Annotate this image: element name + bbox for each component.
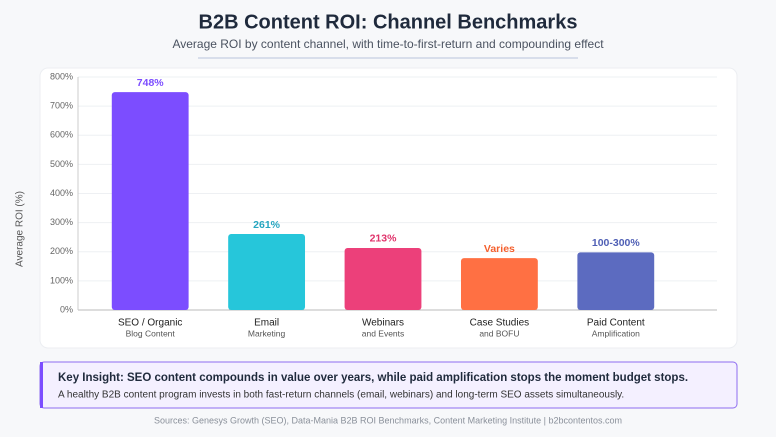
bar [111,92,189,311]
footer: Sources: Genesys Growth (SEO), Data-Mani… [154,415,622,425]
y-axis-label: Average ROI (%) [15,191,26,267]
chart-card [39,67,738,349]
insight-title: Key Insight: SEO content compounds in va… [58,372,688,384]
insight-accent [40,362,43,408]
value-label: 261% [253,219,281,231]
chart-title: B2B Content ROI: Channel Benchmarks [199,11,578,33]
x-tick-sublabel: and Events [362,328,405,338]
x-tick-sublabel: Marketing [248,328,286,338]
x-tick-label: SEO / Organic [118,318,182,329]
x-tick-sublabel: Amplification [592,328,640,338]
y-tick-label: 0% [60,304,73,314]
insight-box [39,361,738,409]
x-tick-sublabel: and BOFU [479,328,519,338]
y-tick-label: 300% [50,217,73,227]
chart-subtitle: Average ROI by content channel, with tim… [172,37,604,51]
x-tick-label: Email [254,318,279,329]
bar [344,247,422,310]
x-tick-sublabel: Blog Content [126,328,176,338]
bar [577,252,655,310]
x-tick-label: Webinars [362,318,404,329]
y-tick-label: 100% [50,275,73,285]
y-tick-label: 600% [50,130,73,140]
value-label: 213% [370,233,398,245]
x-tick-label: Case Studies [470,318,529,329]
bar [228,233,306,310]
insight-text: A healthy B2B content program invests in… [58,390,624,401]
x-tick-label: Paid Content [587,318,645,329]
value-label: Varies [484,243,515,255]
value-label: 100-300% [592,237,641,249]
y-tick-label: 200% [50,246,73,256]
y-tick-label: 700% [50,101,73,111]
y-tick-label: 500% [50,159,73,169]
value-label: 748% [137,77,165,89]
y-tick-label: 400% [50,188,73,198]
y-tick-label: 800% [50,71,73,81]
bar [460,258,538,310]
